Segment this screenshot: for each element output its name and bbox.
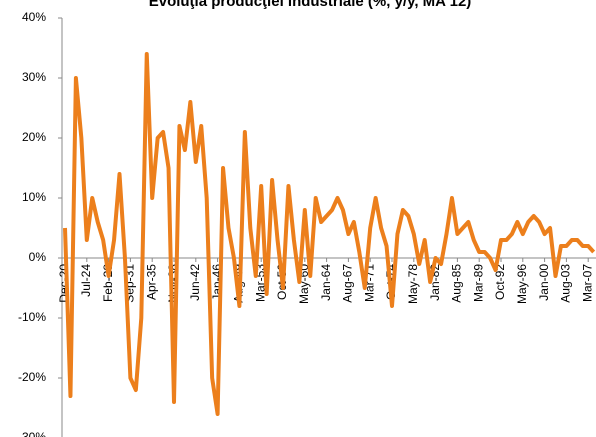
y-tick-label: 20% bbox=[22, 130, 46, 144]
x-tick-label: Jun-42 bbox=[188, 264, 202, 301]
x-tick-label: Mar-07 bbox=[580, 264, 594, 302]
y-tick-label: 10% bbox=[22, 190, 46, 204]
x-tick-label: Aug-03 bbox=[559, 264, 573, 303]
y-tick-label: -20% bbox=[18, 370, 46, 384]
x-tick-label: Oct-92 bbox=[493, 264, 507, 300]
x-tick-label: Mar-89 bbox=[471, 264, 485, 302]
chart-title: Evoluţia producţiei industriale (%, y/y,… bbox=[149, 0, 472, 10]
x-tick-label: May-96 bbox=[515, 264, 529, 304]
x-tick-label: Feb-28 bbox=[101, 264, 115, 302]
x-tick-label: Aug-85 bbox=[450, 264, 464, 303]
x-tick-label: Jul-24 bbox=[79, 264, 93, 297]
x-tick-label: Aug-67 bbox=[341, 264, 355, 303]
x-tick-label: Apr-35 bbox=[144, 264, 158, 300]
x-tick-label: May-78 bbox=[406, 264, 420, 304]
y-tick-label: -30% bbox=[18, 430, 46, 437]
x-tick-label: Jan-64 bbox=[319, 264, 333, 301]
x-tick-label: Jan-00 bbox=[537, 264, 551, 301]
data-line bbox=[63, 52, 596, 416]
y-tick-label: 0% bbox=[29, 250, 47, 264]
y-tick-label: 40% bbox=[22, 10, 46, 24]
y-tick-label: 30% bbox=[22, 70, 46, 84]
y-tick-label: -10% bbox=[18, 310, 46, 324]
